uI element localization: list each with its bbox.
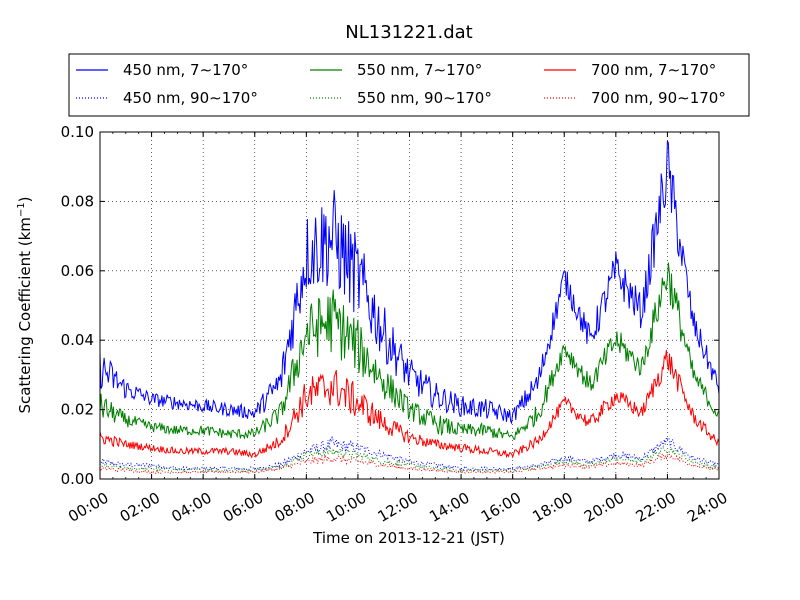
x-tick-label: 24:00: [684, 489, 730, 526]
series-line: [99, 349, 720, 459]
x-tick-label: 08:00: [271, 489, 317, 526]
x-tick-label: 10:00: [323, 489, 369, 526]
x-tick-label: 06:00: [220, 489, 266, 526]
series-line: [99, 452, 720, 475]
series-layer: [99, 140, 720, 475]
x-tick-label: 02:00: [117, 489, 163, 526]
legend-label: 450 nm, 7∼170°: [123, 61, 248, 79]
x-tick-label: 12:00: [375, 489, 421, 526]
legend-label: 700 nm, 7∼170°: [591, 61, 716, 79]
legend-frame: [68, 53, 750, 117]
x-tick-label: 00:00: [65, 489, 111, 526]
y-tick-label: 0.04: [61, 331, 94, 349]
x-tick-label: 22:00: [633, 489, 679, 526]
y-tick-label: 0.06: [61, 262, 94, 280]
y-tick-label: 0.00: [61, 470, 94, 488]
y-tick-label: 0.10: [61, 123, 94, 141]
series-line: [99, 140, 720, 425]
x-tick-label: 18:00: [529, 489, 575, 526]
x-tick-label: 04:00: [168, 489, 214, 526]
y-tick-label: 0.08: [61, 192, 94, 210]
x-tick-label: 14:00: [426, 489, 472, 526]
legend-label: 550 nm, 90∼170°: [357, 89, 492, 107]
y-axis-label-tail: ): [16, 196, 34, 202]
x-tick-label: 16:00: [478, 489, 524, 526]
legend-label: 450 nm, 90∼170°: [123, 89, 258, 107]
series-line: [99, 446, 720, 473]
legend-label: 550 nm, 7∼170°: [357, 61, 482, 79]
y-tick-label: 0.02: [61, 401, 94, 419]
y-axis-label-main: Scattering Coefficient (km: [16, 217, 34, 413]
y-axis-label: Scattering Coefficient (km−1): [16, 196, 34, 413]
plot-area: [100, 132, 719, 479]
y-axis-label-sup: −1: [16, 202, 27, 217]
x-axis-label: Time on 2013-12-21 (JST): [312, 529, 505, 547]
legend: 450 nm, 7∼170° 550 nm, 7∼170° 700 nm, 7∼17…: [68, 53, 750, 117]
legend-label: 700 nm, 90∼170°: [591, 89, 726, 107]
x-tick-label: 20:00: [581, 489, 627, 526]
series-line: [99, 262, 720, 441]
chart-title: NL131221.dat: [345, 22, 472, 43]
